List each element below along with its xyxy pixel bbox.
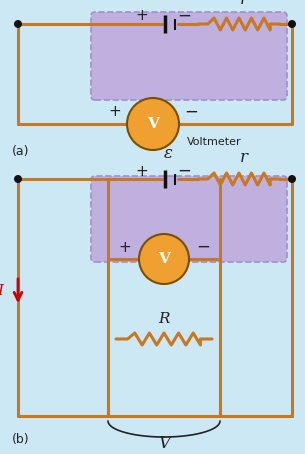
Circle shape (288, 20, 296, 28)
Text: −: − (184, 103, 198, 121)
Text: I: I (0, 284, 3, 298)
Text: −: − (177, 162, 191, 180)
Text: V: V (158, 252, 170, 266)
Text: +: + (136, 9, 148, 24)
Text: r: r (240, 0, 248, 9)
Text: R: R (158, 312, 170, 326)
Text: r: r (240, 148, 248, 166)
Text: V: V (147, 117, 159, 131)
Circle shape (127, 98, 179, 150)
FancyBboxPatch shape (91, 176, 287, 262)
Circle shape (14, 175, 22, 183)
Text: V: V (158, 434, 170, 451)
Text: (a): (a) (12, 145, 30, 158)
Text: ε: ε (163, 144, 172, 162)
Text: −: − (177, 7, 191, 25)
Text: ε: ε (163, 0, 172, 5)
FancyBboxPatch shape (91, 12, 287, 100)
Text: (b): (b) (12, 434, 30, 446)
Text: +: + (109, 104, 121, 119)
Circle shape (14, 20, 22, 28)
Circle shape (288, 175, 296, 183)
Text: Voltmeter: Voltmeter (187, 137, 242, 147)
Circle shape (139, 234, 189, 284)
Text: +: + (119, 240, 131, 255)
Text: +: + (136, 163, 148, 178)
Text: −: − (196, 238, 210, 256)
